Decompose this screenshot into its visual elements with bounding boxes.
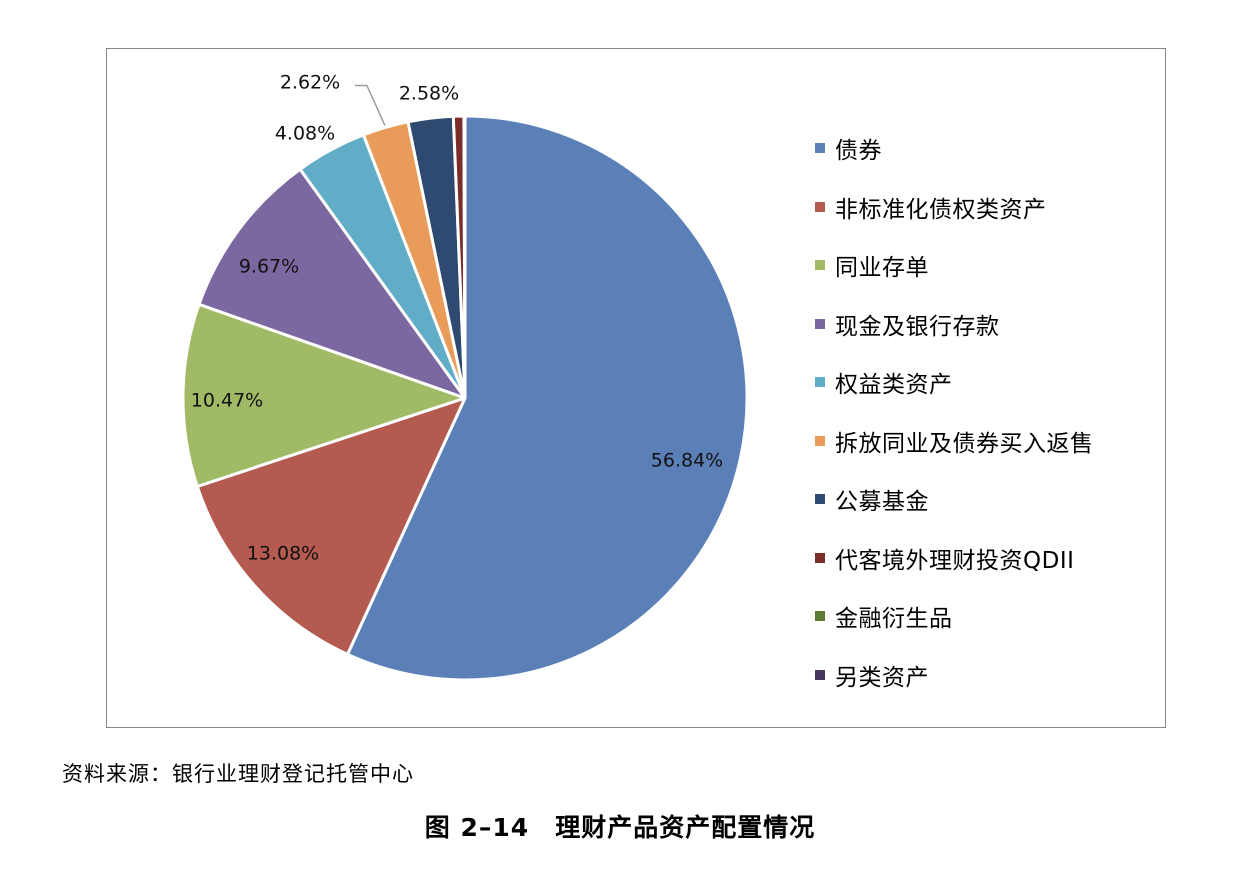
legend-item: 代客境外理财投资QDII: [815, 529, 1094, 588]
legend-swatch: [815, 435, 825, 446]
figure-number: 图 2–14: [424, 813, 530, 842]
pie-slice-1: [346, 114, 749, 682]
legend-swatch: [815, 143, 825, 154]
figure-caption: 图 2–14 理财产品资产配置情况: [0, 808, 1240, 844]
legend-label: 权益类资产: [835, 372, 953, 399]
legend-swatch: [815, 260, 825, 271]
pie-chart: 56.84% 13.08% 10.47% 9.67% 4.08% 2.62% 2.58%: [181, 72, 749, 682]
legend-swatch: [815, 318, 825, 329]
legend-swatch: [815, 494, 825, 505]
source-note: 资料来源：银行业理财登记托管中心: [62, 762, 414, 786]
data-label-7: 2.58%: [399, 83, 459, 105]
legend-label: 非标准化债权类资产: [835, 196, 1047, 223]
data-label-1: 56.84%: [651, 450, 723, 472]
legend-item: 现金及银行存款: [815, 295, 1094, 354]
legend-item: 金融衍生品: [815, 587, 1094, 646]
figure-title: 理财产品资产配置情况: [555, 813, 816, 842]
legend-item: 拆放同业及债券买入返售: [815, 412, 1094, 471]
legend-label: 同业存单: [835, 255, 929, 282]
legend-swatch: [815, 201, 825, 212]
legend-label: 现金及银行存款: [835, 313, 1000, 340]
legend: 债券非标准化债权类资产 同业存单现金及银行存款 权益类资产拆放同业及债券买入返售 公募…: [815, 119, 1094, 704]
legend-item: 债券: [815, 119, 1094, 178]
legend-label: 公募基金: [835, 489, 929, 516]
legend-swatch: [815, 377, 825, 388]
pie-slice-4: [197, 167, 467, 400]
legend-label: 另类资产: [835, 664, 929, 691]
legend-label: 债券: [835, 138, 882, 165]
legend-item: 非标准化债权类资产: [815, 178, 1094, 237]
data-label-2: 13.08%: [247, 543, 319, 565]
data-label-4: 9.67%: [239, 256, 299, 278]
legend-swatch: [815, 669, 825, 680]
pie-slice-2: [195, 396, 467, 656]
pie-slice-3: [181, 302, 467, 488]
legend-swatch: [815, 611, 825, 622]
legend-label: 金融衍生品: [835, 606, 953, 633]
legend-item: 公募基金: [815, 470, 1094, 529]
legend-item: 权益类资产: [815, 353, 1094, 412]
pie-slice-10: [462, 114, 467, 400]
data-label-3: 10.47%: [191, 390, 263, 412]
chart-frame: 56.84% 13.08% 10.47% 9.67% 4.08% 2.62% 2.58% 债…: [106, 48, 1166, 728]
leader-line: [354, 84, 386, 126]
data-label-5: 4.08%: [275, 123, 335, 145]
legend-label: 代客境外理财投资QDII: [835, 547, 1075, 574]
data-label-6: 2.62%: [280, 72, 340, 94]
legend-item: 同业存单: [815, 236, 1094, 295]
legend-label: 拆放同业及债券买入返售: [835, 430, 1094, 457]
legend-swatch: [815, 552, 825, 563]
legend-item: 另类资产: [815, 646, 1094, 705]
